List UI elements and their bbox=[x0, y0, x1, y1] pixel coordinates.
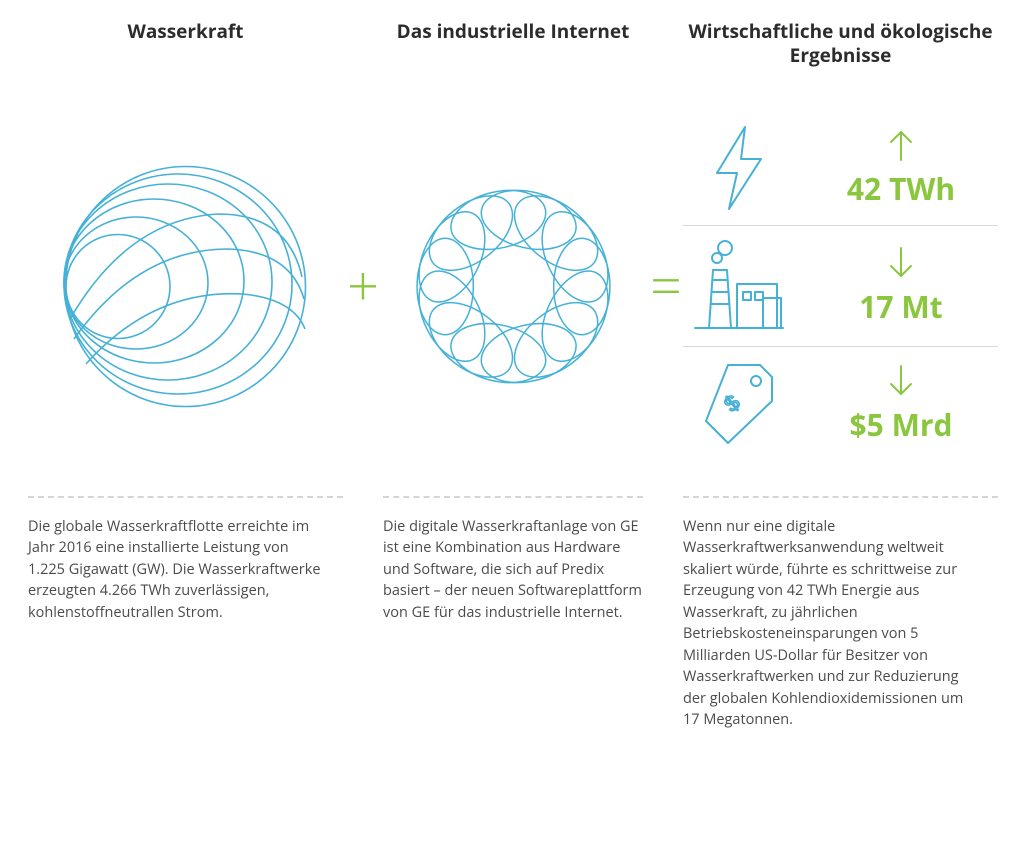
body-hydro: Die globale Wasserkraftflotte erreichte … bbox=[28, 516, 328, 623]
column-results: Wirtschaftliche und ökologische Ergebnis… bbox=[683, 20, 998, 731]
arrow-up-icon bbox=[887, 128, 915, 162]
arrow-down-icon bbox=[887, 246, 915, 280]
divider bbox=[683, 496, 998, 498]
result-savings-value: $5 Mrd bbox=[850, 404, 953, 445]
arrow-down-icon bbox=[887, 364, 915, 398]
result-energy: 42 TWh bbox=[683, 111, 998, 225]
operator-plus: + bbox=[343, 20, 383, 490]
divider bbox=[383, 496, 643, 498]
tag-icon: $ bbox=[691, 361, 786, 447]
spirograph-ring-icon bbox=[383, 86, 643, 486]
result-co2: 17 Mt bbox=[683, 225, 998, 346]
result-co2-value: 17 Mt bbox=[859, 286, 942, 327]
result-savings: $ $5 Mrd bbox=[683, 346, 998, 461]
body-results: Wenn nur eine digitale Wasserkraftwerksa… bbox=[683, 516, 983, 731]
divider bbox=[28, 496, 343, 498]
infographic-equation: Wasserkraft Die globale Wass bbox=[0, 0, 1024, 751]
body-industrial-internet: Die digitale Wasserkraftanlage von GE is… bbox=[383, 516, 643, 623]
hydro-sphere-icon bbox=[28, 86, 343, 486]
heading-hydro: Wasserkraft bbox=[28, 20, 343, 76]
svg-text:$: $ bbox=[719, 390, 744, 417]
factory-icon bbox=[691, 240, 786, 332]
heading-results: Wirtschaftliche und ökologische Ergebnis… bbox=[683, 20, 998, 76]
heading-industrial-internet: Das industrielle Internet bbox=[383, 20, 643, 76]
column-industrial-internet: Das industrielle Internet Die digitale W… bbox=[383, 20, 643, 731]
operator-equals: = bbox=[643, 20, 683, 490]
column-hydro: Wasserkraft Die globale Wass bbox=[28, 20, 343, 731]
bolt-icon bbox=[691, 125, 786, 211]
results-list: 42 TWh bbox=[683, 86, 998, 486]
result-energy-value: 42 TWh bbox=[847, 168, 955, 209]
